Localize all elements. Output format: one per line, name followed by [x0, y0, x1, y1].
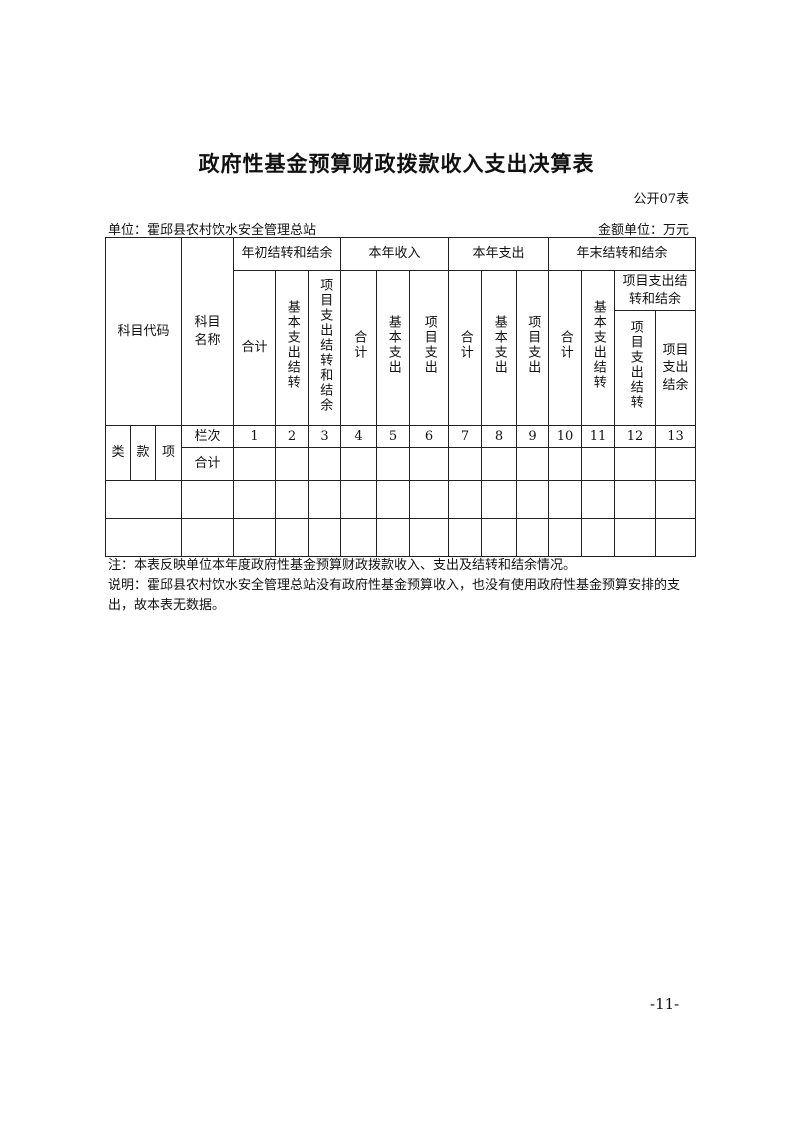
- page-title: 政府性基金预算财政拨款收入支出决算表: [198, 152, 595, 176]
- col-number: 6: [409, 425, 449, 448]
- col-number: 13: [654, 425, 697, 448]
- header-basic-carry: 基本支出结转: [581, 270, 615, 426]
- col-number: 5: [376, 425, 410, 448]
- col-number: 1: [233, 425, 276, 448]
- header-lei: 类: [105, 425, 131, 481]
- header-basic: 基本支出: [376, 270, 410, 426]
- header-group-income: 本年收入: [340, 237, 449, 271]
- amount-unit-label: 金额单位：万元: [597, 223, 689, 238]
- header-proj-bal: 项目支出结余: [654, 310, 697, 426]
- header-proj-carry-bal: 项目支出结转和结余: [308, 270, 341, 426]
- explanation: 说明：霍邱县农村饮水安全管理总站没有政府性基金预算收入，也没有使用政府性基金预算…: [108, 578, 681, 613]
- col-number: 2: [275, 425, 309, 448]
- header-proj: 项目支出: [516, 270, 549, 426]
- col-number: 9: [516, 425, 549, 448]
- table-row-total: 合计: [106, 447, 697, 481]
- col-number: 8: [481, 425, 517, 448]
- header-proj: 项目支出: [409, 270, 449, 426]
- page-number: -11-: [650, 995, 680, 1013]
- col-number: 11: [581, 425, 615, 448]
- header-total: 合计: [448, 270, 482, 426]
- table-row: [105, 480, 697, 519]
- table-number: 公开07表: [633, 192, 689, 207]
- header-col-no: 栏次: [181, 425, 234, 448]
- header-code: 科目代码: [105, 237, 182, 426]
- header-xiang: 项: [155, 425, 182, 481]
- note: 注：本表反映单位本年度政府性基金预算财政拨款收入、支出及结转和结余情况。: [108, 558, 577, 573]
- header-name: 科目名称: [181, 237, 234, 426]
- col-number: 12: [614, 425, 656, 448]
- col-number: 10: [548, 425, 582, 448]
- col-number: 3: [308, 425, 341, 448]
- row-total-label: 合计: [181, 447, 234, 481]
- header-proj-carry: 项目支出结转: [614, 310, 656, 426]
- table-row: [105, 518, 697, 557]
- header-basic-carry: 基本支出结转: [275, 270, 309, 426]
- header-group-expense: 本年支出: [448, 237, 549, 271]
- header-total: 合计: [340, 270, 377, 426]
- col-number: 4: [340, 425, 377, 448]
- budget-table: 科目代码 科目名称 年初结转和结余 本年收入 本年支出 年末结转和结余 合计 基…: [105, 237, 697, 557]
- header-proj-carry-bal: 项目支出结转和结余: [613, 270, 697, 311]
- header-total: 合计: [548, 270, 582, 426]
- header-total: 合计: [233, 270, 276, 426]
- header-basic: 基本支出: [481, 270, 517, 426]
- col-number: 7: [448, 425, 482, 448]
- header-group-begin: 年初结转和结余: [233, 237, 341, 271]
- header-group-end: 年末结转和结余: [547, 237, 697, 271]
- header-kuan: 款: [130, 425, 156, 481]
- unit-label: 单位：霍邱县农村饮水安全管理总站: [108, 223, 317, 238]
